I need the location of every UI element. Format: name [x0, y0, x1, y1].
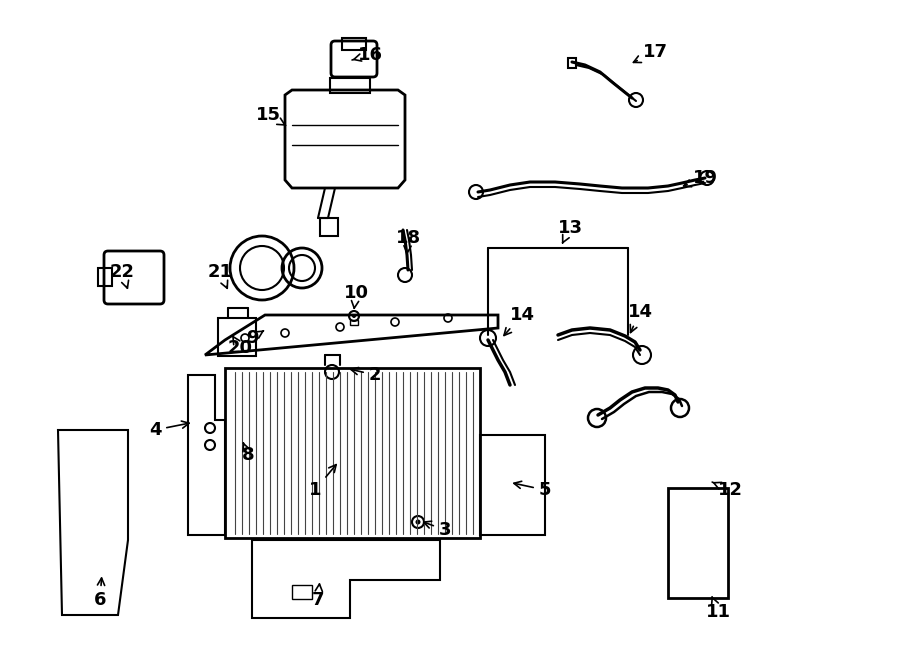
Bar: [350, 320, 358, 325]
Bar: [98, 268, 112, 286]
Text: 21: 21: [208, 263, 232, 288]
Text: 17: 17: [634, 43, 668, 63]
Text: 3: 3: [424, 521, 451, 539]
Text: 1: 1: [309, 465, 336, 499]
Text: 18: 18: [395, 229, 420, 253]
Bar: [330, 78, 370, 93]
Text: 14: 14: [504, 306, 535, 336]
Text: 5: 5: [514, 481, 551, 499]
Text: 14: 14: [627, 303, 652, 332]
Circle shape: [416, 520, 420, 524]
Circle shape: [352, 314, 356, 318]
Bar: [342, 38, 366, 50]
Text: 12: 12: [712, 481, 742, 499]
Bar: [292, 585, 312, 599]
Text: 8: 8: [242, 443, 255, 464]
Bar: [320, 218, 338, 236]
Text: 4: 4: [148, 421, 189, 439]
Text: 9: 9: [246, 329, 264, 347]
Text: 20: 20: [228, 336, 253, 357]
Bar: [225, 368, 480, 538]
Text: 7: 7: [311, 584, 324, 609]
Text: 2: 2: [351, 366, 382, 384]
Text: 10: 10: [344, 284, 368, 308]
Text: 16: 16: [352, 46, 382, 64]
Text: 13: 13: [557, 219, 582, 243]
Text: 15: 15: [256, 106, 286, 126]
Text: 11: 11: [706, 597, 731, 621]
Text: 22: 22: [110, 263, 134, 288]
Bar: [668, 488, 728, 598]
Text: 6: 6: [94, 578, 106, 609]
Bar: [218, 318, 256, 356]
Bar: [568, 58, 576, 68]
Text: 19: 19: [684, 169, 717, 187]
Bar: [480, 435, 545, 535]
